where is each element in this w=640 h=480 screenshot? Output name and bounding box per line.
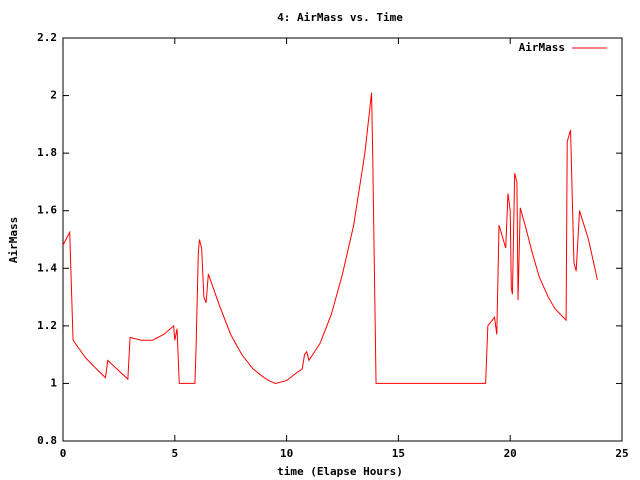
y-axis-label: AirMass [7,217,20,263]
x-tick-label: 0 [60,447,67,460]
x-tick-label: 15 [392,447,405,460]
y-tick-label: 1.6 [37,204,57,217]
y-tick-label: 2 [50,89,57,102]
y-tick-label: 1 [50,376,57,389]
x-tick-label: 5 [171,447,178,460]
x-axis-label: time (Elapse Hours) [277,465,403,478]
y-tick-label: 0.8 [37,434,57,447]
y-tick-label: 1.4 [37,261,57,274]
y-tick-label: 1.2 [37,319,57,332]
y-tick-label: 1.8 [37,146,57,159]
y-tick-label: 2.2 [37,31,57,44]
x-tick-label: 25 [615,447,628,460]
plot-frame [62,37,623,442]
x-tick-label: 10 [280,447,293,460]
x-tick-label: 20 [504,447,517,460]
data-line [62,92,598,384]
legend-label: AirMass [519,41,565,54]
chart-title: 4: AirMass vs. Time [277,11,403,24]
